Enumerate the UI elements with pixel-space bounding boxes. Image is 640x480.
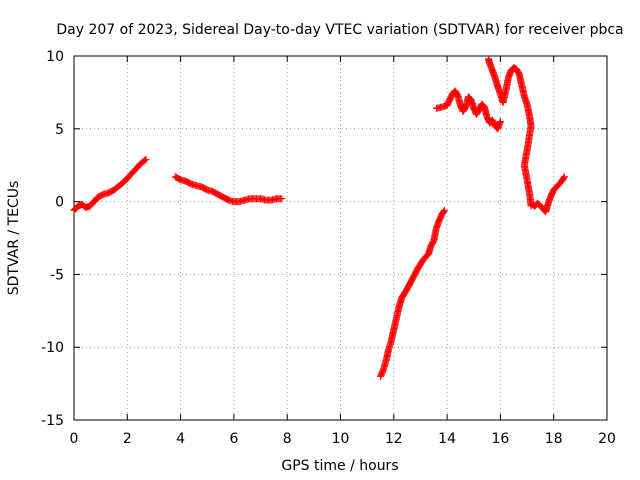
data-point-0-14-4: [141, 156, 149, 164]
y-tick-label-1: -10: [41, 340, 64, 356]
y-tick-label-3: 0: [55, 195, 64, 211]
plot-frame: [73, 55, 608, 421]
y-tick-label-2: -5: [50, 267, 64, 283]
data-point-0-end: [142, 155, 150, 163]
series-segment-2: [171, 173, 286, 206]
x-tick-label-9: 18: [545, 431, 563, 447]
data-points: [70, 55, 568, 380]
x-tick-label-10: 20: [598, 431, 616, 447]
data-point-5-11-3: [560, 174, 568, 182]
x-tick-label-3: 6: [229, 431, 238, 447]
series-segment-1: [70, 155, 150, 214]
series-segment-6: [528, 173, 568, 216]
data-point-2-18-3: [440, 207, 448, 215]
x-tick-label-5: 10: [332, 431, 350, 447]
chart-title: Day 207 of 2023, Sidereal Day-to-day VTE…: [56, 22, 623, 38]
x-tick-label-1: 2: [123, 431, 132, 447]
x-tick-label-6: 12: [385, 431, 403, 447]
y-tick-label-4: 5: [55, 122, 64, 138]
series-segment-4: [432, 87, 504, 133]
x-tick-label-4: 8: [283, 431, 292, 447]
data-point-5-end: [560, 173, 568, 181]
data-point-3-end: [496, 118, 504, 126]
x-axis-label: GPS time / hours: [281, 458, 398, 474]
series-segment-5: [484, 55, 535, 210]
y-tick-label-0: -15: [41, 413, 64, 429]
y-axis-label: SDTVAR / TECUs: [6, 181, 22, 296]
y-tick-labels: -15 -10 -5 0 5 10: [41, 49, 64, 429]
x-tick-label-2: 4: [176, 431, 185, 447]
grid-lines: [74, 56, 607, 420]
data-point-2-end: [440, 206, 448, 214]
x-tick-label-8: 16: [491, 431, 509, 447]
series-segment-3: [376, 206, 448, 380]
x-tick-labels: 0 2 4 6 8 10 12 14 16 18 20: [70, 431, 616, 447]
y-tick-label-5: 10: [46, 49, 64, 65]
x-tick-label-0: 0: [70, 431, 79, 447]
data-point-1-end: [278, 195, 286, 203]
x-tick-label-7: 14: [438, 431, 456, 447]
